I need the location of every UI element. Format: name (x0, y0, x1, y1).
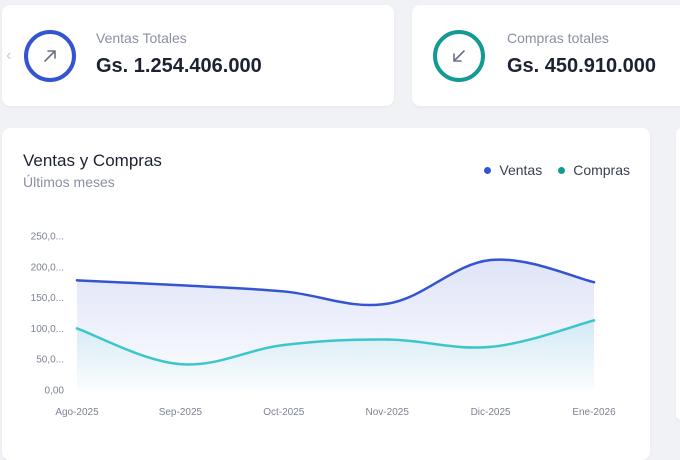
data-point-compras[interactable] (179, 362, 182, 366)
x-tick-label: Nov-2025 (366, 407, 410, 418)
data-point-compras[interactable] (282, 343, 285, 347)
compras-totales-card: Compras totales Gs. 450.910.000 (412, 5, 680, 106)
chart-legend: Ventas Compras (484, 162, 630, 178)
compras-totales-label: Compras totales (507, 30, 609, 46)
legend-label-compras: Compras (573, 162, 630, 178)
chevron-left-icon[interactable]: ‹ (6, 47, 12, 64)
data-point-compras[interactable] (489, 345, 492, 349)
ventas-compras-chart-card: 0,00 50,0... 100,0... 150,0... 200,0... 250,0… (2, 128, 650, 460)
y-tick-label: 50,0... (36, 355, 64, 366)
x-tick-label: Ene-2026 (572, 407, 616, 418)
side-card (676, 128, 680, 420)
legend-item-ventas[interactable]: Ventas (484, 162, 542, 178)
arrow-up-right-icon (24, 30, 76, 82)
y-tick-label: 150,0... (31, 293, 64, 304)
data-point-ventas[interactable] (386, 302, 389, 305)
legend-dot-compras (558, 166, 566, 174)
series-line-ventas[interactable] (75, 258, 596, 307)
data-point-ventas[interactable] (75, 279, 79, 282)
data-point-compras[interactable] (592, 319, 596, 322)
y-tick-label: 100,0... (31, 324, 64, 335)
ventas-totales-value: Gs. 1.254.406.000 (96, 55, 262, 77)
ventas-totales-label: Ventas Totales (96, 30, 187, 46)
x-tick-label: Dic-2025 (471, 407, 511, 418)
data-point-ventas[interactable] (282, 290, 285, 293)
x-tick-label: Oct-2025 (263, 407, 305, 418)
data-point-ventas[interactable] (592, 281, 596, 284)
chart-subtitle: Últimos meses (23, 174, 115, 190)
y-tick-label: 200,0... (31, 262, 64, 273)
legend-label-ventas: Ventas (499, 162, 543, 178)
data-point-ventas[interactable] (179, 284, 182, 287)
data-point-compras[interactable] (386, 338, 389, 341)
data-point-ventas[interactable] (489, 258, 492, 262)
y-tick-label: 250,0... (31, 232, 64, 243)
line-chart: 0,00 50,0... 100,0... 150,0... 200,0... 250,0… (31, 232, 616, 419)
arrow-down-left-icon (433, 30, 485, 82)
legend-item-compras[interactable]: Compras (558, 162, 630, 178)
x-tick-label: Ago-2025 (55, 407, 99, 418)
ventas-totales-card: ‹ Ventas Totales Gs. 1.254.406.000 (2, 5, 394, 106)
series-line-compras[interactable] (75, 319, 596, 366)
legend-dot-ventas (484, 166, 492, 174)
y-tick-label: 0,00 (45, 386, 65, 397)
chart-title: Ventas y Compras (23, 151, 162, 170)
series-area-compras (77, 320, 594, 390)
data-point-compras[interactable] (75, 327, 79, 330)
x-tick-label: Sep-2025 (159, 407, 203, 418)
compras-totales-value: Gs. 450.910.000 (507, 55, 657, 77)
